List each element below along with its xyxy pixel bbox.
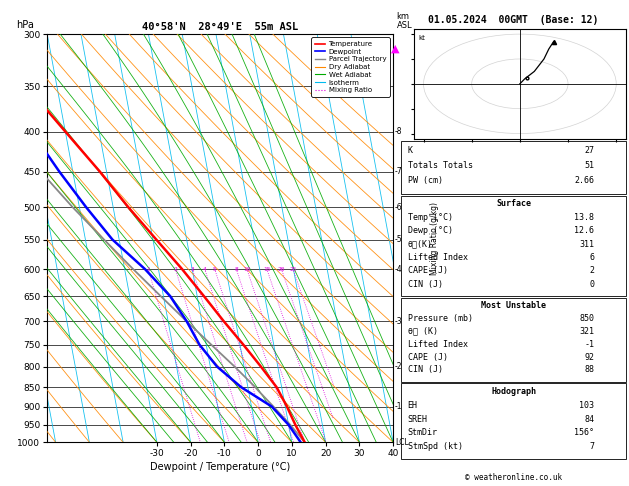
Text: -4: -4 bbox=[395, 264, 403, 274]
Text: 8: 8 bbox=[235, 266, 238, 272]
Text: 40°58'N  28°49'E  55m ASL: 40°58'N 28°49'E 55m ASL bbox=[142, 21, 298, 32]
Text: -1: -1 bbox=[395, 402, 403, 411]
Text: CAPE (J): CAPE (J) bbox=[408, 352, 448, 362]
Text: CIN (J): CIN (J) bbox=[408, 365, 443, 374]
Text: StmSpd (kt): StmSpd (kt) bbox=[408, 442, 462, 451]
X-axis label: Dewpoint / Temperature (°C): Dewpoint / Temperature (°C) bbox=[150, 462, 290, 472]
Text: 5: 5 bbox=[213, 266, 216, 272]
Text: 2: 2 bbox=[174, 266, 177, 272]
Text: 2: 2 bbox=[589, 266, 594, 276]
Text: 156°: 156° bbox=[574, 429, 594, 437]
Text: km
ASL: km ASL bbox=[397, 12, 412, 30]
Text: 103: 103 bbox=[579, 400, 594, 410]
Text: kt: kt bbox=[419, 35, 426, 41]
Text: Pressure (mb): Pressure (mb) bbox=[408, 314, 472, 323]
Text: Temp (°C): Temp (°C) bbox=[408, 213, 453, 222]
Legend: Temperature, Dewpoint, Parcel Trajectory, Dry Adiabat, Wet Adiabat, Isotherm, Mi: Temperature, Dewpoint, Parcel Trajectory… bbox=[311, 37, 389, 97]
Text: Lifted Index: Lifted Index bbox=[408, 253, 467, 262]
Text: -8: -8 bbox=[395, 127, 403, 136]
Text: 01.05.2024  00GMT  (Base: 12): 01.05.2024 00GMT (Base: 12) bbox=[428, 15, 599, 25]
Text: 3: 3 bbox=[191, 266, 194, 272]
Text: ▲: ▲ bbox=[391, 44, 399, 53]
Text: 850: 850 bbox=[579, 314, 594, 323]
Text: 51: 51 bbox=[584, 161, 594, 170]
Text: CIN (J): CIN (J) bbox=[408, 280, 443, 289]
Text: 92: 92 bbox=[584, 352, 594, 362]
Text: Most Unstable: Most Unstable bbox=[481, 301, 546, 310]
Text: hPa: hPa bbox=[16, 20, 34, 30]
Text: PW (cm): PW (cm) bbox=[408, 176, 443, 185]
Text: 311: 311 bbox=[579, 240, 594, 249]
Text: θᴄ(K): θᴄ(K) bbox=[408, 240, 433, 249]
Text: 27: 27 bbox=[584, 146, 594, 155]
Text: 1: 1 bbox=[146, 266, 150, 272]
Text: 10: 10 bbox=[243, 266, 250, 272]
Text: 88: 88 bbox=[584, 365, 594, 374]
Text: -3: -3 bbox=[395, 317, 403, 326]
Text: Totals Totals: Totals Totals bbox=[408, 161, 472, 170]
Text: Hodograph: Hodograph bbox=[491, 387, 536, 396]
Text: -6: -6 bbox=[395, 203, 403, 212]
Text: K: K bbox=[408, 146, 413, 155]
Text: 20: 20 bbox=[277, 266, 285, 272]
Text: © weatheronline.co.uk: © weatheronline.co.uk bbox=[465, 473, 562, 482]
Text: 15: 15 bbox=[263, 266, 270, 272]
Text: 25: 25 bbox=[289, 266, 297, 272]
Text: -5: -5 bbox=[395, 235, 403, 244]
Text: -1: -1 bbox=[584, 340, 594, 349]
Text: SREH: SREH bbox=[408, 415, 428, 423]
Text: θᴄ (K): θᴄ (K) bbox=[408, 327, 438, 336]
Text: 7: 7 bbox=[589, 442, 594, 451]
Text: -2: -2 bbox=[395, 362, 403, 371]
Text: StmDir: StmDir bbox=[408, 429, 438, 437]
Text: Surface: Surface bbox=[496, 199, 531, 208]
Text: Mixing Ratio (g/kg): Mixing Ratio (g/kg) bbox=[430, 202, 439, 275]
Text: EH: EH bbox=[408, 400, 418, 410]
Text: Dewp (°C): Dewp (°C) bbox=[408, 226, 453, 235]
Text: Lifted Index: Lifted Index bbox=[408, 340, 467, 349]
Text: -7: -7 bbox=[395, 167, 403, 176]
Text: 12.6: 12.6 bbox=[574, 226, 594, 235]
Text: 321: 321 bbox=[579, 327, 594, 336]
Text: 84: 84 bbox=[584, 415, 594, 423]
Text: 4: 4 bbox=[203, 266, 207, 272]
Text: CAPE (J): CAPE (J) bbox=[408, 266, 448, 276]
Text: LCL: LCL bbox=[395, 438, 409, 447]
Text: 2.66: 2.66 bbox=[574, 176, 594, 185]
Text: 6: 6 bbox=[589, 253, 594, 262]
Text: 0: 0 bbox=[589, 280, 594, 289]
Text: 13.8: 13.8 bbox=[574, 213, 594, 222]
